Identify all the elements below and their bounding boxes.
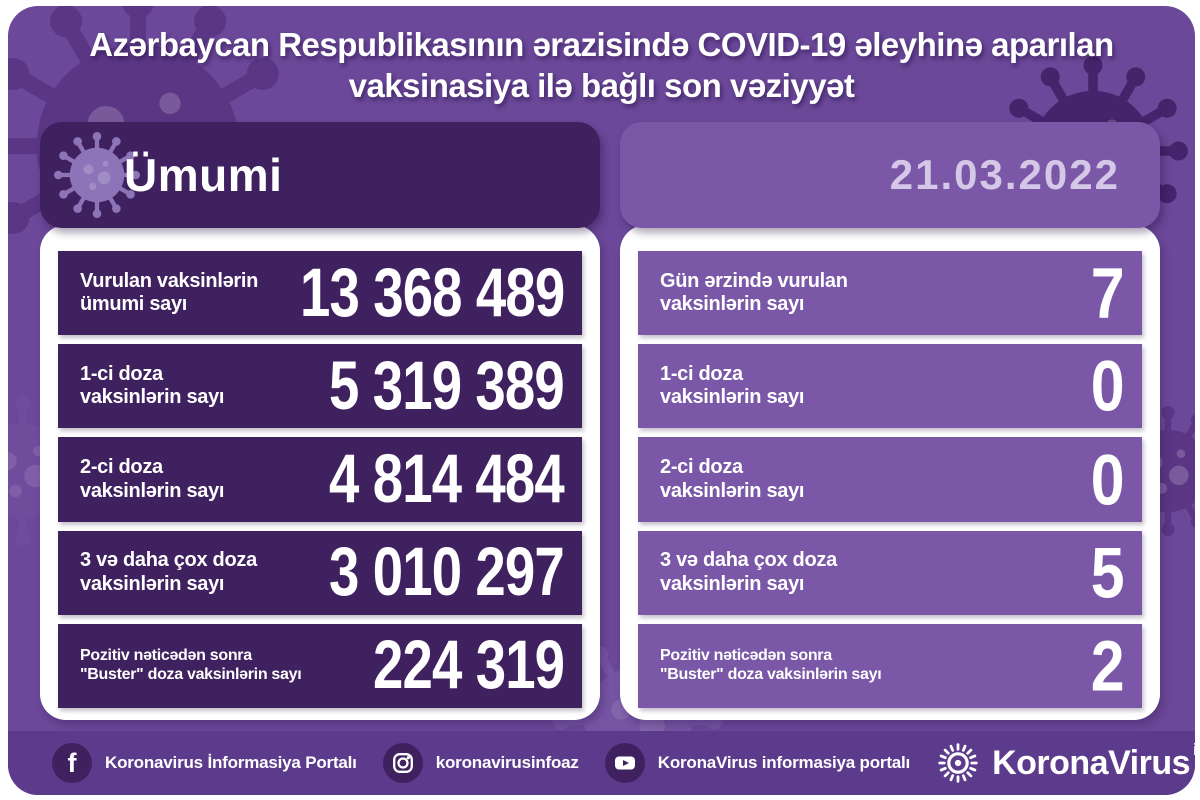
facebook-icon [52, 743, 92, 783]
stat-label-line: ümumi sayı [80, 293, 188, 316]
stat-value: 3 010 297 [329, 534, 565, 611]
stat-value: 0 [1091, 345, 1125, 427]
stat-row-dose3plus-total: 3 və daha çox doza vaksinlərin sayı 3 01… [58, 530, 582, 615]
stat-label: 1-ci doza vaksinlərin sayı [660, 363, 804, 410]
stat-label-line: 1-ci doza [660, 362, 743, 385]
stat-label-line: vaksinlərin sayı [660, 293, 805, 316]
page-title-line1: Azərbaycan Respublikasının ərazisində CO… [89, 26, 1114, 63]
stat-label-line: vaksinlərin sayı [80, 572, 225, 595]
stat-row-daily-vaccines: Gün ərzində vurulan vaksinlərin sayı 7 [638, 251, 1142, 336]
stat-row-dose2-total: 2-ci doza vaksinlərin sayı 4 814 484 [58, 437, 582, 522]
stat-label-line: Pozitiv nəticədən sonra [80, 647, 252, 665]
stat-value: 13 368 489 [299, 255, 565, 332]
stat-label-line: 3 və daha çox doza [80, 549, 257, 572]
stat-label-line: Pozitiv nəticədən sonra [660, 647, 832, 665]
youtube-icon [604, 743, 645, 783]
stat-label-line: "Buster" doza vaksinlərin sayı [80, 665, 302, 683]
stat-value: 7 [1091, 252, 1125, 334]
stat-label: Pozitiv nəticədən sonra "Buster" doza va… [80, 647, 302, 685]
total-section-title: Ümumi [124, 149, 283, 201]
instagram-link[interactable]: koronavirusinfoaz [382, 743, 579, 783]
stat-label: 2-ci doza vaksinlərin sayı [660, 456, 804, 503]
facebook-label: Koronavirus İnformasiya Portalı [105, 753, 357, 772]
stat-value: 224 319 [372, 627, 565, 704]
stat-label: Pozitiv nəticədən sonra "Buster" doza va… [660, 647, 882, 685]
stat-label-line: Vurulan vaksinlərin [80, 269, 259, 292]
stat-label: Vurulan vaksinlərin ümumi sayı [80, 270, 258, 317]
youtube-link[interactable]: KoronaVirus informasiya portalı [604, 743, 911, 783]
stat-label: 1-ci doza vaksinlərin sayı [80, 363, 224, 410]
stat-label: 2-ci doza vaksinlərin sayı [80, 456, 224, 503]
stat-row-booster-total: Pozitiv nəticədən sonra "Buster" doza va… [58, 623, 582, 709]
stat-value: 5 319 389 [329, 348, 565, 425]
stat-label-line: 1-ci doza [80, 362, 163, 385]
brand-name: KoronaVirus [992, 743, 1190, 782]
stat-label-line: vaksinlərin sayı [80, 386, 225, 409]
total-section-header: Ümumi [40, 122, 600, 228]
facebook-link[interactable]: Koronavirus İnformasiya Portalı [52, 743, 357, 783]
page-title-line2: vaksinasiya ilə bağlı son vəziyyət [348, 67, 855, 105]
stat-row-booster-daily: Pozitiv nəticədən sonra "Buster" doza va… [638, 623, 1142, 709]
stat-label-line: "Buster" doza vaksinlərin sayı [660, 665, 882, 683]
stat-label: Gün ərzində vurulan vaksinlərin sayı [660, 270, 848, 317]
date-section-header: 21.03.2022 [620, 122, 1160, 228]
stat-label: 3 və daha çox doza vaksinlərin sayı [80, 549, 257, 596]
stat-value: 2 [1091, 625, 1125, 707]
stat-label-line: 3 və daha çox doza [660, 549, 837, 572]
stat-label-line: vaksinlərin sayı [660, 386, 805, 409]
stat-value: 0 [1091, 439, 1125, 520]
stat-row-dose1-daily: 1-ci doza vaksinlərin sayı 0 [638, 344, 1142, 429]
stat-row-dose3plus-daily: 3 və daha çox doza vaksinlərin sayı 5 [638, 530, 1142, 615]
koronavirus-brand: KoronaVirus info [936, 740, 1195, 785]
stat-label-line: 2-ci doza [660, 455, 743, 478]
daily-stats-panel: Gün ərzində vurulan vaksinlərin sayı 7 1… [620, 225, 1160, 720]
stat-row-total-vaccines: Vurulan vaksinlərin ümumi sayı 13 368 48… [58, 251, 582, 336]
instagram-label: koronavirusinfoaz [435, 753, 579, 772]
stat-label-line: Gün ərzində vurulan [660, 269, 848, 292]
report-date: 21.03.2022 [889, 151, 1120, 198]
stat-row-dose2-daily: 2-ci doza vaksinlərin sayı 0 [638, 437, 1142, 522]
stat-label-line: vaksinlərin sayı [80, 479, 225, 502]
stat-label-line: vaksinlərin sayı [660, 572, 805, 595]
stat-label-line: 2-ci doza [80, 455, 163, 478]
infographic-board: Azərbaycan Respublikasının ərazisində CO… [8, 6, 1195, 795]
page-title: Azərbaycan Respublikasının ərazisində CO… [8, 24, 1195, 107]
footer-bar: Koronavirus İnformasiya Portalı koronavi… [8, 731, 1195, 795]
brand-suffix: info [1193, 740, 1195, 760]
stat-value: 4 814 484 [329, 441, 565, 518]
youtube-label: KoronaVirus informasiya portalı [657, 753, 911, 772]
koronavirus-logo-icon [938, 743, 978, 783]
stat-label-line: vaksinlərin sayı [660, 479, 805, 502]
stat-label: 3 və daha çox doza vaksinlərin sayı [660, 549, 837, 596]
stat-value: 5 [1091, 532, 1125, 614]
instagram-icon [382, 743, 423, 783]
stat-row-dose1-total: 1-ci doza vaksinlərin sayı 5 319 389 [58, 344, 582, 429]
total-stats-panel: Vurulan vaksinlərin ümumi sayı 13 368 48… [40, 225, 600, 720]
